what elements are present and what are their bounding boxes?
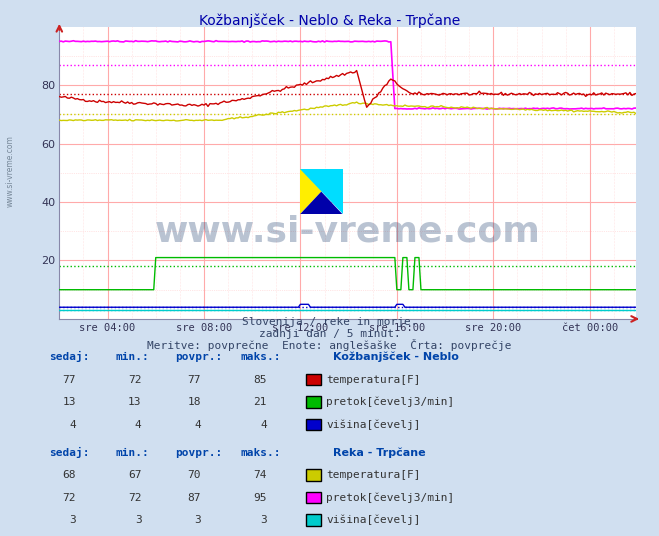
Text: www.si-vreme.com: www.si-vreme.com bbox=[155, 214, 540, 248]
Text: 3: 3 bbox=[260, 515, 267, 525]
Text: 68: 68 bbox=[63, 470, 76, 480]
Text: 77: 77 bbox=[188, 375, 201, 385]
Text: 4: 4 bbox=[260, 420, 267, 430]
Text: sedaj:: sedaj: bbox=[49, 446, 90, 458]
Text: 3: 3 bbox=[135, 515, 142, 525]
Text: 4: 4 bbox=[194, 420, 201, 430]
Text: povpr.:: povpr.: bbox=[175, 352, 222, 362]
Text: 4: 4 bbox=[69, 420, 76, 430]
Text: 3: 3 bbox=[69, 515, 76, 525]
Text: Meritve: povprečne  Enote: anglešaške  Črta: povprečje: Meritve: povprečne Enote: anglešaške Črt… bbox=[147, 339, 512, 351]
Polygon shape bbox=[300, 169, 343, 214]
Text: maks.:: maks.: bbox=[241, 352, 281, 362]
Text: temperatura[F]: temperatura[F] bbox=[326, 375, 420, 385]
Text: 67: 67 bbox=[129, 470, 142, 480]
Text: 72: 72 bbox=[129, 375, 142, 385]
Text: 4: 4 bbox=[135, 420, 142, 430]
Text: 72: 72 bbox=[129, 493, 142, 503]
Text: 13: 13 bbox=[63, 397, 76, 407]
Text: 21: 21 bbox=[254, 397, 267, 407]
Polygon shape bbox=[300, 169, 343, 214]
Text: min.:: min.: bbox=[115, 448, 149, 458]
Text: 85: 85 bbox=[254, 375, 267, 385]
Text: temperatura[F]: temperatura[F] bbox=[326, 470, 420, 480]
Text: www.si-vreme.com: www.si-vreme.com bbox=[5, 136, 14, 207]
Text: višina[čevelj]: višina[čevelj] bbox=[326, 515, 420, 525]
Text: pretok[čevelj3/min]: pretok[čevelj3/min] bbox=[326, 492, 455, 503]
Text: 70: 70 bbox=[188, 470, 201, 480]
Text: 13: 13 bbox=[129, 397, 142, 407]
Text: 77: 77 bbox=[63, 375, 76, 385]
Text: 3: 3 bbox=[194, 515, 201, 525]
Text: 74: 74 bbox=[254, 470, 267, 480]
Text: 87: 87 bbox=[188, 493, 201, 503]
Text: 95: 95 bbox=[254, 493, 267, 503]
Text: 72: 72 bbox=[63, 493, 76, 503]
Text: Slovenija / reke in morje.: Slovenija / reke in morje. bbox=[242, 317, 417, 327]
Text: 18: 18 bbox=[188, 397, 201, 407]
Text: Reka - Trpčane: Reka - Trpčane bbox=[333, 447, 426, 458]
Text: Kožbanjšček - Neblo: Kožbanjšček - Neblo bbox=[333, 352, 459, 362]
Text: višina[čevelj]: višina[čevelj] bbox=[326, 419, 420, 430]
Text: zadnji dan / 5 minut.: zadnji dan / 5 minut. bbox=[258, 329, 401, 339]
Polygon shape bbox=[300, 192, 343, 214]
Text: sedaj:: sedaj: bbox=[49, 351, 90, 362]
Text: Kožbanjšček - Neblo & Reka - Trpčane: Kožbanjšček - Neblo & Reka - Trpčane bbox=[199, 13, 460, 28]
Text: pretok[čevelj3/min]: pretok[čevelj3/min] bbox=[326, 397, 455, 407]
Text: povpr.:: povpr.: bbox=[175, 448, 222, 458]
Text: maks.:: maks.: bbox=[241, 448, 281, 458]
Text: min.:: min.: bbox=[115, 352, 149, 362]
